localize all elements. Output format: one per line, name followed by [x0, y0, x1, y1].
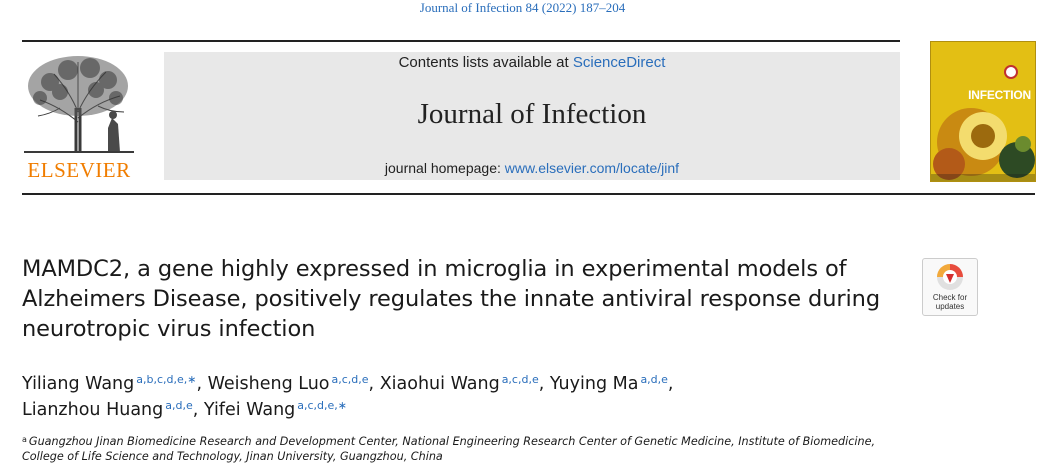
author-name: Xiaohui Wang [379, 374, 500, 394]
header-bottom-divider [22, 193, 1035, 195]
author-name: Lianzhou Huang [22, 400, 164, 420]
author-separator: , [196, 374, 208, 394]
affiliations: a Guangzhou Jinan Biomedicine Research an… [22, 434, 1032, 464]
author-separator: , [192, 400, 204, 420]
tree-of-knowledge-icon [24, 56, 134, 153]
author-name: Yiliang Wang [22, 374, 135, 394]
homepage-link[interactable]: www.elsevier.com/locate/jinf [504, 160, 680, 176]
elsevier-logo[interactable]: ELSEVIER [20, 52, 138, 184]
author-affiliation-marks[interactable]: a,d,e [165, 399, 193, 412]
author[interactable]: Yiliang Wang a,b,c,d,e,∗ [22, 374, 196, 394]
journal-cover[interactable]: INFECTION [930, 41, 1036, 182]
affiliation-text: Guangzhou Jinan Biomedicine Research and… [28, 435, 876, 448]
check-label-line2: updates [935, 302, 965, 311]
top-divider [22, 40, 900, 42]
affiliation-mark: a [22, 435, 27, 444]
author-affiliation-marks[interactable]: a,c,d,e [331, 373, 369, 386]
author[interactable]: Lianzhou Huang a,d,e [22, 400, 193, 420]
publisher-name: ELSEVIER [27, 158, 131, 182]
check-for-updates-label: Check for updates [923, 293, 977, 311]
author-list: Yiliang Wang a,b,c,d,e,∗, Weisheng Luo a,c… [22, 371, 922, 423]
journal-name: Journal of Infection [417, 98, 647, 130]
author-affiliation-marks[interactable]: a,c,d,e [501, 373, 539, 386]
author-affiliation-marks[interactable]: a,c,d,e,∗ [297, 399, 348, 412]
cover-art-icon [931, 42, 1035, 181]
author[interactable]: Weisheng Luo a,c,d,e [208, 374, 369, 394]
contents-prefix: Contents lists available at [398, 54, 569, 71]
author-separator: , [538, 374, 550, 394]
journal-citation[interactable]: Journal of Infection 84 (2022) 187–204 [419, 0, 626, 15]
author-name: Weisheng Luo [207, 374, 330, 394]
author[interactable]: Yuying Ma a,d,e [550, 374, 668, 394]
author-separator: , [667, 374, 674, 394]
author-name: Yifei Wang [203, 400, 296, 420]
author-name: Yuying Ma [549, 374, 639, 394]
article-title: MAMDC2, a gene highly expressed in micro… [22, 256, 881, 342]
author-separator: , [368, 374, 380, 394]
sciencedirect-link[interactable]: ScienceDirect [572, 54, 666, 71]
author[interactable]: Xiaohui Wang a,c,d,e [380, 374, 539, 394]
author[interactable]: Yifei Wang a,c,d,e,∗ [204, 400, 347, 420]
affiliation-item: a Guangzhou Jinan Biomedicine Research an… [22, 434, 1032, 449]
homepage-line: journal homepage: www.elsevier.com/locat… [164, 160, 900, 176]
crossmark-icon [937, 264, 963, 290]
journal-header: Contents lists available at ScienceDirec… [164, 52, 900, 180]
check-label-line1: Check for [932, 293, 968, 302]
cover-title: INFECTION [968, 88, 1031, 102]
author-affiliation-marks[interactable]: a,d,e [640, 373, 668, 386]
contents-line: Contents lists available at ScienceDirec… [164, 54, 900, 71]
author-affiliation-marks[interactable]: a,b,c,d,e,∗ [136, 373, 197, 386]
affiliation-text: College of Life Science and Technology, … [22, 450, 443, 463]
affiliation-item: College of Life Science and Technology, … [22, 449, 1032, 464]
homepage-prefix: journal homepage: [384, 160, 501, 176]
check-for-updates-button[interactable]: Check for updates [922, 258, 978, 316]
